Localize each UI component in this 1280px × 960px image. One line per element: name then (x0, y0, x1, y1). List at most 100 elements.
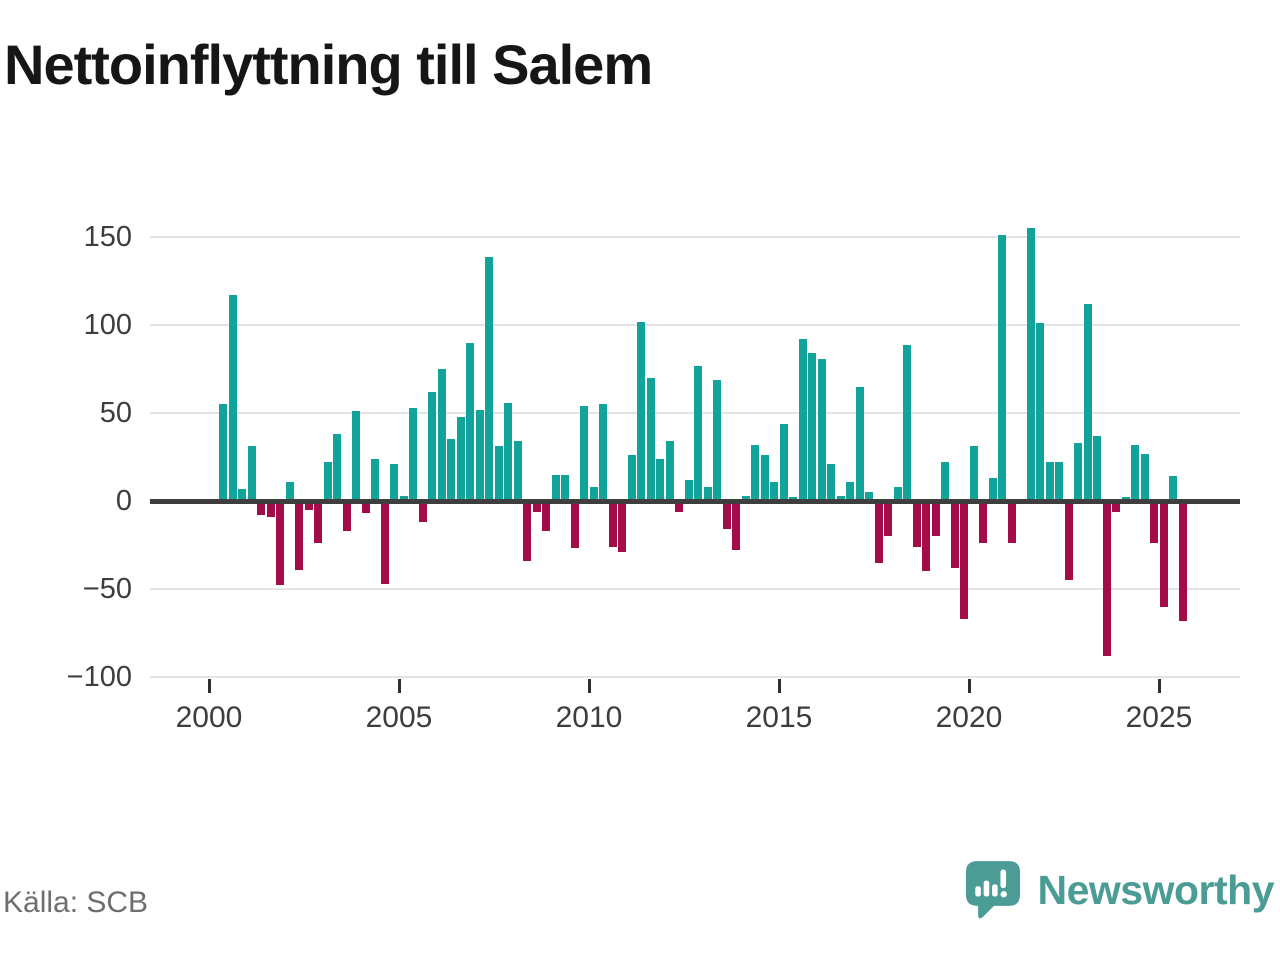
bar (865, 492, 874, 501)
bar (637, 321, 646, 501)
newsworthy-logo: Newsworthy (965, 860, 1275, 920)
bar (513, 441, 522, 501)
bar (409, 407, 418, 501)
gridline (150, 587, 1240, 590)
bar (684, 479, 693, 501)
bar (732, 501, 741, 551)
bar (627, 455, 636, 501)
bar (437, 369, 446, 501)
bar (475, 409, 484, 501)
bar (599, 404, 608, 501)
bar (589, 486, 598, 501)
bar (247, 446, 256, 501)
bar (1026, 228, 1035, 501)
bar (456, 416, 465, 501)
bar (751, 444, 760, 501)
bar (399, 495, 408, 501)
bar (741, 495, 750, 501)
bar (1074, 442, 1083, 501)
source-label: Källa: SCB (3, 886, 149, 919)
bar (580, 406, 589, 501)
bar (304, 501, 313, 510)
bar (817, 358, 826, 501)
bar (665, 441, 674, 501)
x-axis-tick (207, 679, 211, 693)
bar (361, 501, 370, 514)
gridline (150, 324, 1240, 327)
bar (285, 481, 294, 501)
bar (371, 458, 380, 501)
bar (380, 501, 389, 584)
x-axis-label: 2015 (745, 701, 813, 734)
bar (1131, 444, 1140, 501)
chart-title: Nettoinflyttning till Salem (4, 33, 653, 96)
bar (646, 377, 655, 501)
bar (694, 365, 703, 501)
bar (618, 501, 627, 552)
bar (722, 501, 731, 530)
y-axis-label: 100 (83, 309, 132, 342)
bar (494, 446, 503, 501)
bar (808, 353, 817, 501)
bar (551, 474, 560, 501)
bar (532, 501, 541, 512)
bar (988, 478, 997, 501)
y-axis-label: 150 (83, 221, 132, 254)
bar (238, 488, 247, 501)
bar (1083, 304, 1092, 501)
bar (342, 501, 351, 531)
bar (504, 402, 513, 501)
bar (276, 501, 285, 586)
bar (1093, 435, 1102, 501)
bar (846, 481, 855, 501)
x-axis-tick (587, 679, 591, 693)
bar (922, 501, 931, 572)
newsworthy-wordmark: Newsworthy (1037, 866, 1275, 913)
bar (428, 391, 437, 501)
x-axis-tick (777, 679, 781, 693)
bar (219, 404, 228, 501)
newsworthy-speech-bubble-chart-icon (965, 861, 1020, 919)
bar (703, 486, 712, 501)
bar (523, 501, 532, 561)
bar (893, 486, 902, 501)
bar (466, 342, 475, 501)
bar (1178, 501, 1187, 621)
bar (1064, 501, 1073, 581)
x-axis-label: 2000 (175, 701, 243, 734)
bar (1045, 462, 1054, 501)
bar (390, 464, 399, 501)
x-axis-tick (397, 679, 401, 693)
y-axis-label: 50 (99, 397, 132, 430)
bar (266, 501, 275, 517)
bar (912, 501, 921, 547)
bar (656, 458, 665, 501)
bar (760, 455, 769, 501)
bar (295, 501, 304, 570)
bar (314, 501, 323, 544)
bar (1112, 501, 1121, 512)
bar (903, 344, 912, 501)
bar (874, 501, 883, 563)
bar (542, 501, 551, 531)
bar (333, 434, 342, 501)
bar (950, 501, 959, 568)
bar (1036, 323, 1045, 501)
bar (1055, 462, 1064, 501)
y-axis-label: −50 (82, 572, 132, 605)
bar (323, 462, 332, 501)
bar (884, 501, 893, 537)
x-axis-label: 2025 (1125, 701, 1193, 734)
bar (836, 495, 845, 501)
bar (561, 474, 570, 501)
x-axis-label: 2020 (935, 701, 1003, 734)
bar (998, 235, 1007, 501)
bar (257, 501, 266, 516)
bar (1150, 501, 1159, 544)
bar (827, 464, 836, 501)
bar (1140, 453, 1149, 501)
bar (960, 501, 969, 619)
bar (798, 339, 807, 501)
bar (941, 462, 950, 501)
